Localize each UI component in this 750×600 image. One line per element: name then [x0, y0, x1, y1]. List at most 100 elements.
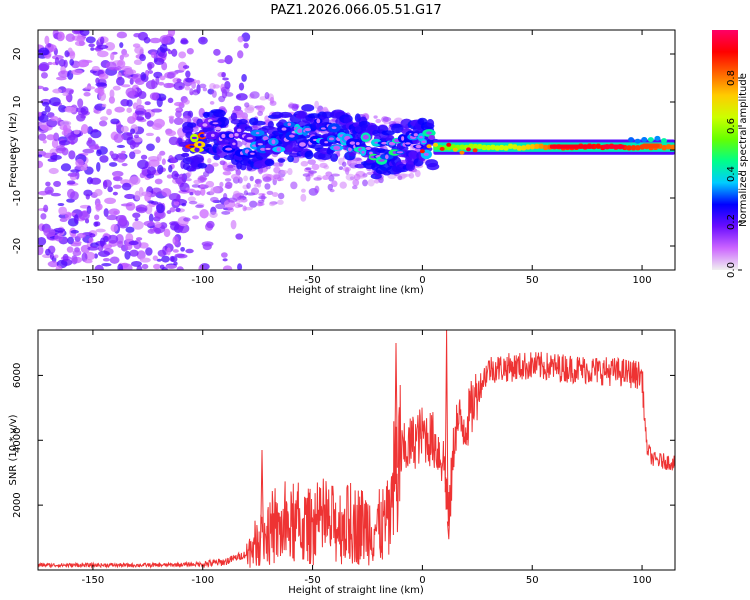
heatmap-cell — [202, 87, 208, 92]
heatmap-cell — [50, 115, 59, 121]
heatmap-cell — [184, 85, 191, 91]
heatmap-cell — [136, 104, 145, 111]
heatmap-cell — [378, 159, 385, 162]
heatmap-cell — [57, 32, 65, 41]
heatmap-cell — [150, 108, 163, 113]
heatmap-cell — [257, 143, 263, 146]
heatmap-cell — [255, 131, 260, 135]
heatmap-cell — [195, 157, 204, 162]
heatmap-cell — [300, 160, 309, 167]
heatmap-cell — [121, 84, 131, 88]
heatmap-cell — [98, 120, 108, 127]
heatmap-cell — [194, 147, 200, 153]
heatmap-cell — [64, 50, 70, 58]
heatmap-cell — [199, 174, 207, 183]
heatmap-cell — [176, 78, 182, 83]
heatmap-cell — [88, 237, 94, 244]
heatmap-cell — [352, 185, 358, 190]
heatmap-cell — [238, 82, 245, 91]
heatmap-cell — [166, 210, 172, 215]
heatmap-cell — [173, 81, 185, 91]
heatmap-cell — [147, 228, 156, 234]
heatmap-cell — [38, 245, 44, 256]
heatmap-cell — [193, 89, 199, 93]
heatmap-cell — [47, 61, 53, 66]
heatmap-cell — [58, 105, 67, 113]
heatmap-cell — [84, 259, 93, 264]
heatmap-cell — [141, 191, 152, 197]
heatmap-cell — [168, 136, 179, 146]
heatmap-cell — [383, 120, 390, 125]
heatmap-cell — [281, 127, 287, 131]
heatmap-cell — [116, 59, 126, 68]
heatmap-cell — [246, 182, 251, 189]
heatmap-cell — [114, 106, 125, 113]
heatmap-cell — [486, 144, 491, 151]
x-tick-label: 100 — [633, 575, 652, 586]
heatmap-cell — [149, 92, 160, 101]
heatmap-cell — [158, 81, 165, 86]
heatmap-cell — [242, 205, 247, 212]
heatmap-cell — [78, 210, 90, 221]
heatmap-cell — [243, 42, 249, 49]
heatmap-cell — [189, 88, 194, 96]
heatmap-cell — [73, 129, 80, 135]
snr-frame — [37, 329, 676, 571]
heatmap-cell — [57, 202, 65, 207]
heatmap-cell — [304, 150, 314, 160]
heatmap-cell — [80, 244, 91, 254]
heatmap-cell — [137, 159, 149, 170]
heatmap-cell — [124, 193, 136, 200]
heatmap-cell — [543, 144, 549, 151]
spectrogram-ylabel: Frequency (Hz) — [8, 112, 19, 188]
heatmap-cell — [271, 139, 276, 145]
heatmap-cell — [235, 233, 244, 240]
heatmap-cell — [95, 228, 106, 233]
heatmap-cell — [171, 170, 179, 180]
heatmap-cell — [129, 249, 139, 257]
heatmap-cell — [104, 197, 117, 205]
heatmap-cell — [230, 173, 241, 180]
heatmap-cell — [40, 213, 47, 220]
heatmap-cell — [42, 101, 50, 107]
heatmap-cell — [161, 255, 170, 263]
heatmap-cell — [83, 189, 93, 197]
colorbar-tick-label: 0.6 — [726, 118, 737, 134]
heatmap-cell — [278, 111, 293, 119]
heatmap-cell — [167, 49, 173, 55]
heatmap-cell — [159, 75, 166, 81]
heatmap-cell — [195, 204, 204, 209]
heatmap-cell — [44, 186, 54, 195]
heatmap-cell — [71, 69, 83, 75]
heatmap-cell — [140, 71, 147, 81]
heatmap-cell — [311, 163, 320, 171]
heatmap-cell — [77, 61, 89, 68]
heatmap-cell — [167, 30, 176, 37]
heatmap-cell — [396, 151, 404, 154]
heatmap-cell — [67, 212, 77, 216]
heatmap-cell — [133, 134, 140, 139]
heatmap-cell — [288, 103, 298, 109]
heatmap-cell — [155, 136, 161, 143]
heatmap-cell — [273, 174, 281, 180]
heatmap-cell — [224, 55, 233, 65]
heatmap-cell — [260, 147, 266, 151]
heatmap-cell — [271, 192, 279, 197]
heatmap-cell — [215, 203, 226, 210]
heatmap-cell — [153, 57, 165, 66]
x-tick-label: -50 — [304, 275, 320, 286]
colorbar-tick-label: 0.8 — [726, 70, 737, 86]
heatmap-cell — [147, 166, 157, 176]
heatmap-cell — [230, 112, 238, 121]
heatmap-cell — [132, 43, 141, 48]
heatmap-cell — [222, 258, 228, 262]
heatmap-cell — [252, 120, 266, 126]
heatmap-cell — [87, 137, 93, 144]
x-tick-label: 0 — [419, 275, 425, 286]
heatmap-cell — [373, 179, 380, 184]
heatmap-cell — [120, 99, 130, 107]
heatmap-cell — [166, 247, 171, 256]
heatmap-cell — [73, 214, 79, 224]
heatmap-cell — [530, 144, 535, 150]
